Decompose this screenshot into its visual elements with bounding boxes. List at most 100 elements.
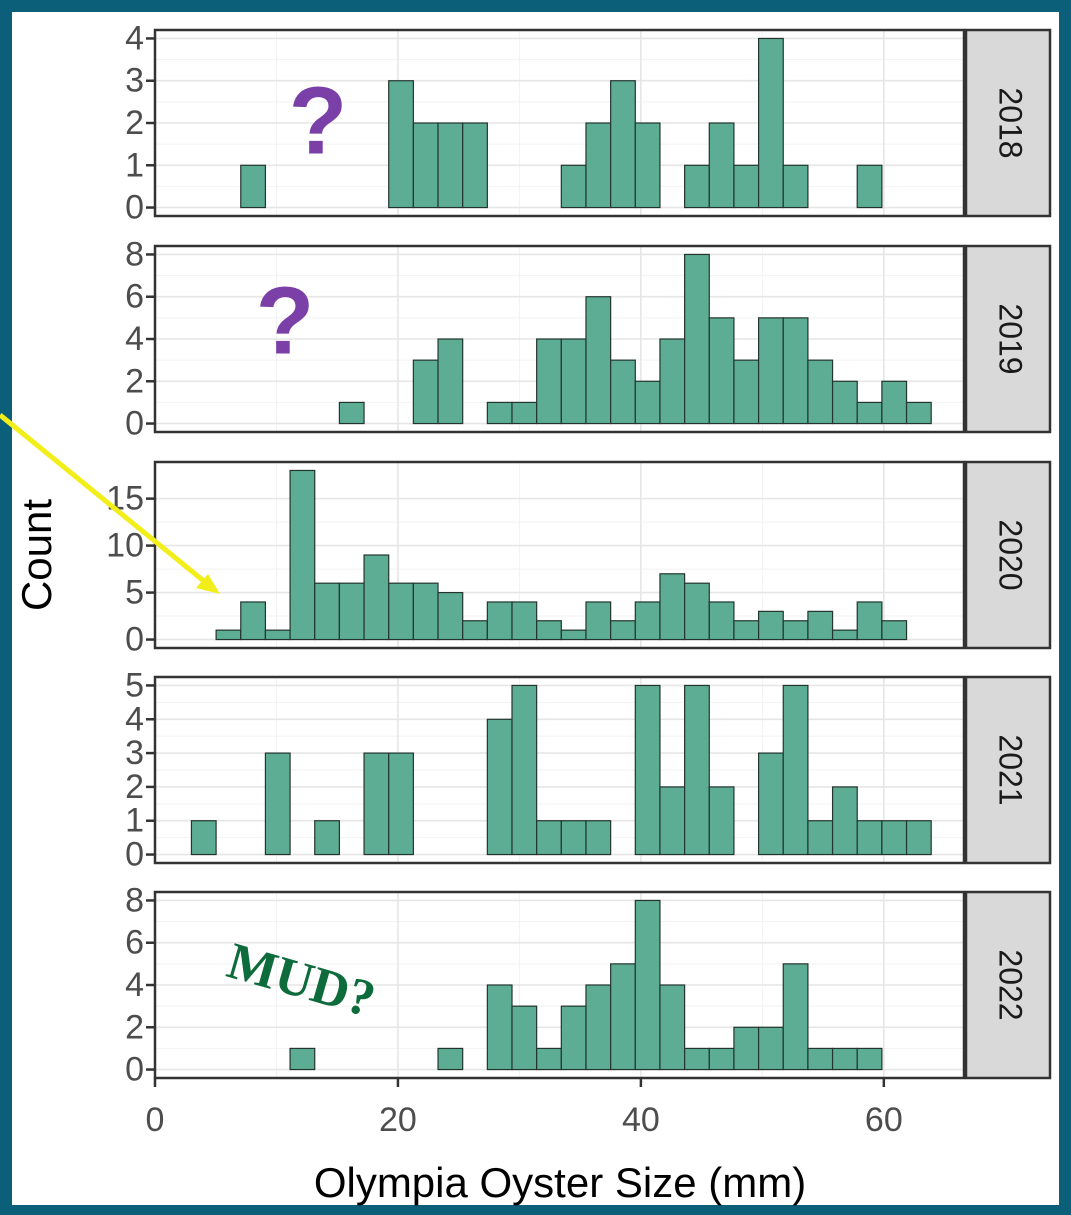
bar (511, 401, 538, 425)
bar (610, 963, 636, 1071)
bar (511, 1005, 538, 1071)
y-tick-label: 6 (125, 278, 144, 316)
bar (684, 1047, 710, 1071)
y-tick-label: 15 (106, 480, 144, 518)
y-tick-label: 1 (125, 802, 144, 840)
y-tick-label: 2 (125, 1008, 144, 1046)
bar (289, 1047, 316, 1071)
panels: 0123420180246820190510152020012345202102… (106, 19, 1052, 1139)
bar (659, 984, 686, 1071)
bar (412, 359, 439, 425)
arrow-head (196, 574, 220, 594)
bar (634, 899, 661, 1071)
bar (412, 582, 439, 641)
bar (708, 317, 735, 425)
bar (733, 164, 760, 209)
y-tick-label: 2 (125, 768, 144, 806)
y-tick-label: 3 (125, 734, 144, 772)
bar (807, 1047, 834, 1071)
bar (388, 80, 414, 209)
bar (437, 122, 464, 209)
bar (486, 718, 513, 856)
bar (412, 122, 439, 209)
bar (437, 1047, 464, 1071)
bar (314, 820, 340, 856)
strip (964, 28, 1052, 218)
x-tick-label: 20 (379, 1101, 417, 1139)
y-tick-label: 0 (125, 621, 144, 659)
bar (560, 1005, 587, 1071)
y-tick-label: 8 (125, 881, 144, 919)
bar (338, 401, 365, 425)
strip (964, 460, 1052, 650)
bar (708, 601, 735, 641)
y-tick-label: 10 (106, 527, 144, 565)
strip (964, 890, 1052, 1080)
bar (782, 684, 809, 856)
bar (511, 684, 538, 856)
y-tick-label: 5 (125, 666, 144, 704)
strip-label: 2019 (993, 303, 1029, 374)
strip-label: 2020 (993, 519, 1029, 590)
x-tick-label: 60 (865, 1101, 903, 1139)
y-tick-label: 0 (125, 189, 144, 227)
bar (388, 752, 414, 856)
bar (462, 122, 488, 209)
bar (856, 601, 883, 641)
bar (585, 122, 612, 209)
bar (782, 164, 809, 209)
bar (905, 401, 932, 425)
bar (708, 122, 735, 209)
bar (856, 401, 883, 425)
y-tick-label: 0 (125, 1051, 144, 1089)
annotation: ? (256, 267, 315, 374)
bar (684, 253, 710, 425)
bar (388, 582, 414, 641)
bar (560, 164, 587, 209)
bar (659, 338, 686, 425)
y-tick-label: 4 (125, 966, 144, 1004)
bar (560, 820, 587, 856)
bar (807, 610, 834, 641)
bar (437, 591, 464, 641)
bar (264, 752, 291, 856)
bar (437, 338, 464, 425)
strip-label: 2022 (993, 949, 1029, 1020)
x-tick-label: 40 (622, 1101, 660, 1139)
y-tick-label: 4 (125, 700, 144, 738)
y-tick-label: 6 (125, 924, 144, 962)
bar (363, 554, 390, 641)
bar (881, 380, 908, 425)
y-tick-label: 3 (125, 62, 144, 100)
bar (807, 820, 834, 856)
bar (757, 1026, 784, 1071)
panel-border (153, 675, 966, 865)
bar (486, 601, 513, 641)
bar (733, 1026, 760, 1071)
bar (585, 820, 612, 856)
bar (807, 359, 834, 425)
bar (585, 984, 612, 1071)
y-tick-label: 8 (125, 235, 144, 273)
bar (684, 582, 710, 641)
bar (757, 317, 784, 425)
bar (536, 338, 562, 425)
bar (733, 359, 760, 425)
bar (264, 629, 291, 641)
bar (536, 1047, 562, 1071)
bar (684, 684, 710, 856)
y-tick-label: 1 (125, 146, 144, 184)
bar (634, 122, 661, 209)
bar (560, 338, 587, 425)
y-tick-label: 0 (125, 405, 144, 443)
bar (831, 629, 858, 641)
bar (536, 820, 562, 856)
bar (634, 684, 661, 856)
bar (634, 380, 661, 425)
bar (190, 820, 217, 856)
x-tick-label: 0 (146, 1101, 165, 1139)
panel-border (153, 460, 966, 650)
bar (585, 601, 612, 641)
bar (881, 620, 908, 641)
bar (289, 469, 316, 641)
